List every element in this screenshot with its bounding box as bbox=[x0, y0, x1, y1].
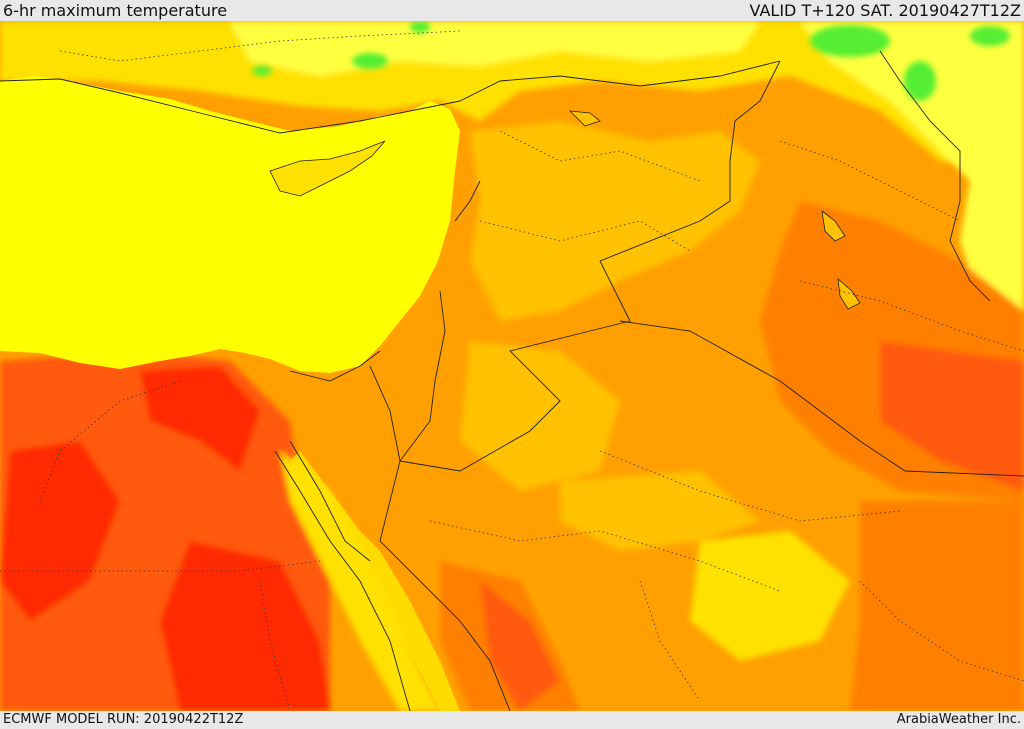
temperature-map bbox=[0, 21, 1024, 711]
border-israel-jordan bbox=[399, 290, 446, 462]
cool-patches bbox=[252, 21, 1010, 101]
green-patch-5 bbox=[970, 26, 1010, 46]
admin-10 bbox=[859, 580, 1024, 682]
border-syria-iraq bbox=[599, 60, 781, 262]
green-patch-1 bbox=[410, 21, 430, 33]
band-syria-orange bbox=[470, 121, 760, 321]
border-lebanon bbox=[454, 180, 481, 222]
admin-1 bbox=[59, 30, 461, 62]
admin-5 bbox=[799, 280, 1024, 352]
cyprus bbox=[269, 140, 386, 197]
border-jordan-saudi bbox=[399, 260, 631, 472]
band-egypt-south bbox=[160, 541, 330, 711]
border-iran-iraq bbox=[879, 50, 991, 302]
valid-time-label: VALID T+120 SAT. 20190427T12Z bbox=[749, 1, 1021, 20]
admin-4 bbox=[779, 140, 961, 222]
green-patch-4 bbox=[810, 25, 890, 57]
admin-8 bbox=[0, 560, 321, 572]
band-south-orange bbox=[560, 471, 760, 551]
coast-sinai bbox=[289, 350, 381, 382]
border-iraq-saudi bbox=[619, 320, 1024, 477]
band-egypt-west bbox=[0, 441, 120, 621]
band-egypt-darker bbox=[140, 366, 260, 471]
admin-11 bbox=[639, 580, 701, 702]
green-patch-2 bbox=[352, 53, 388, 69]
band-saudi-yellow bbox=[690, 531, 850, 661]
coast-turkey bbox=[0, 78, 461, 134]
model-run-label: ECMWF MODEL RUN: 20190422T12Z bbox=[3, 712, 244, 727]
lake-habbaniyah bbox=[837, 278, 861, 310]
lake-tharthar bbox=[821, 210, 846, 242]
band-northeast-yellow bbox=[800, 21, 1024, 321]
admin-12 bbox=[259, 580, 291, 711]
credit-label: ArabiaWeather Inc. bbox=[896, 712, 1021, 727]
admin-3 bbox=[479, 220, 691, 252]
green-patch-6 bbox=[904, 61, 936, 101]
header-bar: 6-hr maximum temperature VALID T+120 SAT… bbox=[0, 0, 1024, 21]
band-gulf-orange bbox=[850, 501, 1024, 711]
band-jordan-orange bbox=[460, 341, 620, 491]
border-egypt-israel bbox=[369, 365, 401, 542]
coast-redsea-west bbox=[274, 450, 411, 711]
coast-gulf-suez bbox=[289, 440, 371, 562]
country-borders bbox=[0, 50, 1024, 711]
green-patch-3 bbox=[252, 66, 272, 76]
coast-redsea-east bbox=[379, 540, 511, 711]
admin-borders bbox=[0, 30, 1024, 711]
band-iraq-east bbox=[880, 341, 1024, 491]
lake-assad bbox=[568, 110, 601, 127]
admin-6 bbox=[599, 450, 901, 522]
footer-bar: ECMWF MODEL RUN: 20190422T12Z ArabiaWeat… bbox=[0, 711, 1024, 729]
border-turkey-syria bbox=[459, 60, 781, 102]
band-hejaz-red bbox=[480, 581, 560, 711]
map-title: 6-hr maximum temperature bbox=[3, 1, 228, 20]
mediterranean-sea bbox=[0, 76, 460, 373]
